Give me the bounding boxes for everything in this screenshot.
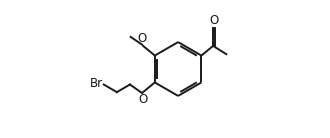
- Text: O: O: [138, 32, 147, 45]
- Text: Br: Br: [89, 77, 103, 90]
- Text: O: O: [210, 14, 219, 27]
- Text: O: O: [138, 93, 147, 106]
